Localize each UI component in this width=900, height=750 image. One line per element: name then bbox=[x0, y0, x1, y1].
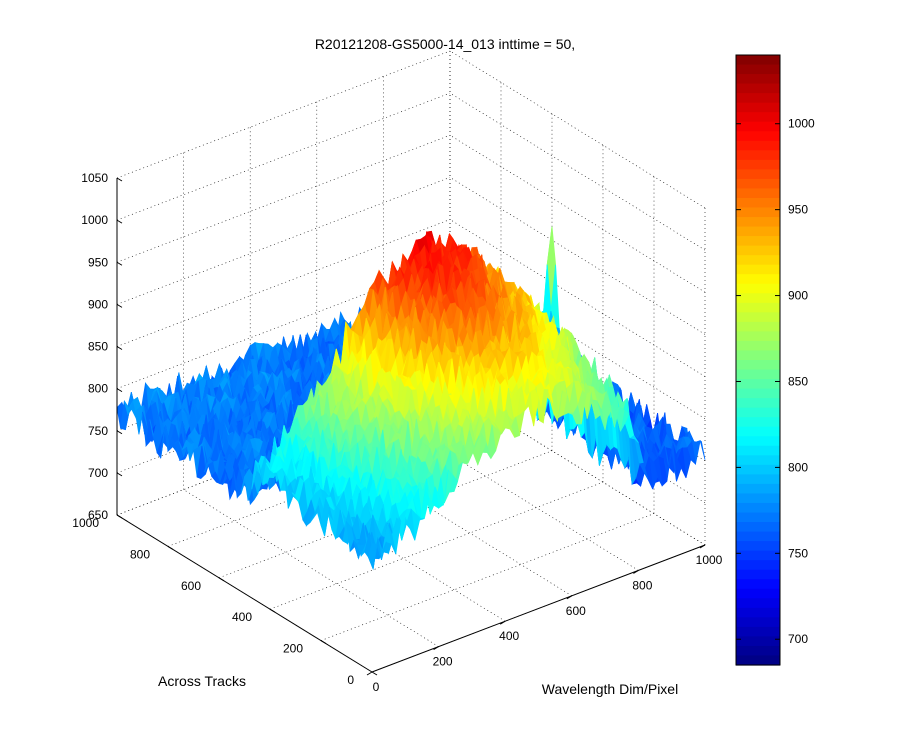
y-tick bbox=[320, 640, 327, 645]
x-tick bbox=[499, 620, 506, 625]
z-tick-label: 750 bbox=[88, 424, 108, 438]
colorbar-segment bbox=[736, 74, 780, 85]
grid-line bbox=[449, 92, 706, 251]
y-tick-label: 1000 bbox=[72, 516, 99, 530]
chart-title: R20121208-GS5000-14_013 inttime = 50, bbox=[315, 36, 575, 52]
grid-line bbox=[116, 92, 451, 221]
z-tick-label: 650 bbox=[88, 508, 108, 522]
y-tick-label: 800 bbox=[130, 547, 150, 561]
z-tick bbox=[116, 303, 123, 308]
y-tick-label: 400 bbox=[232, 610, 252, 624]
y-tick-label: 200 bbox=[283, 642, 303, 656]
x-tick-label: 1000 bbox=[696, 553, 723, 567]
z-tick bbox=[116, 219, 123, 224]
grid-line bbox=[218, 450, 553, 579]
z-tick-label: 700 bbox=[88, 466, 108, 480]
x-tick bbox=[433, 646, 439, 651]
z-tick bbox=[116, 514, 123, 519]
x-axis-line bbox=[371, 544, 706, 673]
y-axis-line bbox=[116, 514, 373, 673]
y-tick-label: 600 bbox=[181, 579, 201, 593]
x-tick bbox=[699, 544, 706, 549]
surface-patch bbox=[367, 543, 378, 571]
x-tick-label: 0 bbox=[373, 680, 380, 694]
z-tick-label: 850 bbox=[88, 340, 108, 354]
z-tick-label: 900 bbox=[88, 297, 108, 311]
z-tick bbox=[116, 177, 123, 182]
y-tick bbox=[218, 577, 225, 582]
x-tick bbox=[366, 671, 373, 676]
y-tick bbox=[371, 671, 378, 676]
z-tick-label: 1000 bbox=[81, 213, 108, 227]
grid-line bbox=[116, 50, 451, 179]
grid-line bbox=[116, 134, 451, 263]
y-tick bbox=[167, 545, 174, 550]
x-tick bbox=[566, 595, 573, 600]
grid-line bbox=[269, 481, 604, 610]
y-tick-label: 0 bbox=[347, 673, 354, 687]
x-tick-label: 400 bbox=[499, 629, 519, 643]
colorbar-segment bbox=[736, 93, 780, 104]
z-tick bbox=[116, 430, 123, 435]
z-tick-label: 1050 bbox=[81, 171, 108, 185]
z-tick bbox=[116, 261, 123, 266]
colorbar-segment bbox=[736, 55, 780, 66]
x-tick-label: 600 bbox=[566, 604, 586, 618]
z-tick-label: 950 bbox=[88, 255, 108, 269]
axes: 0200400600800100002004006008001000650700… bbox=[72, 171, 722, 694]
z-tick bbox=[116, 472, 123, 477]
colorbar-segment bbox=[736, 102, 780, 113]
z-tick-label: 800 bbox=[88, 382, 108, 396]
grid-line bbox=[116, 219, 451, 347]
grid-line bbox=[320, 513, 655, 641]
colorbar-segment bbox=[736, 112, 780, 123]
x-tick-label: 200 bbox=[433, 655, 453, 669]
y-tick bbox=[269, 608, 276, 613]
z-tick bbox=[116, 388, 123, 393]
x-tick-label: 800 bbox=[632, 578, 652, 592]
grid-line bbox=[116, 177, 451, 305]
colorbar-segment bbox=[736, 83, 780, 94]
grid-line bbox=[449, 50, 706, 209]
colorbar-segment bbox=[736, 64, 780, 75]
z-tick bbox=[116, 346, 123, 350]
x-tick bbox=[633, 569, 639, 574]
surface bbox=[116, 226, 706, 571]
